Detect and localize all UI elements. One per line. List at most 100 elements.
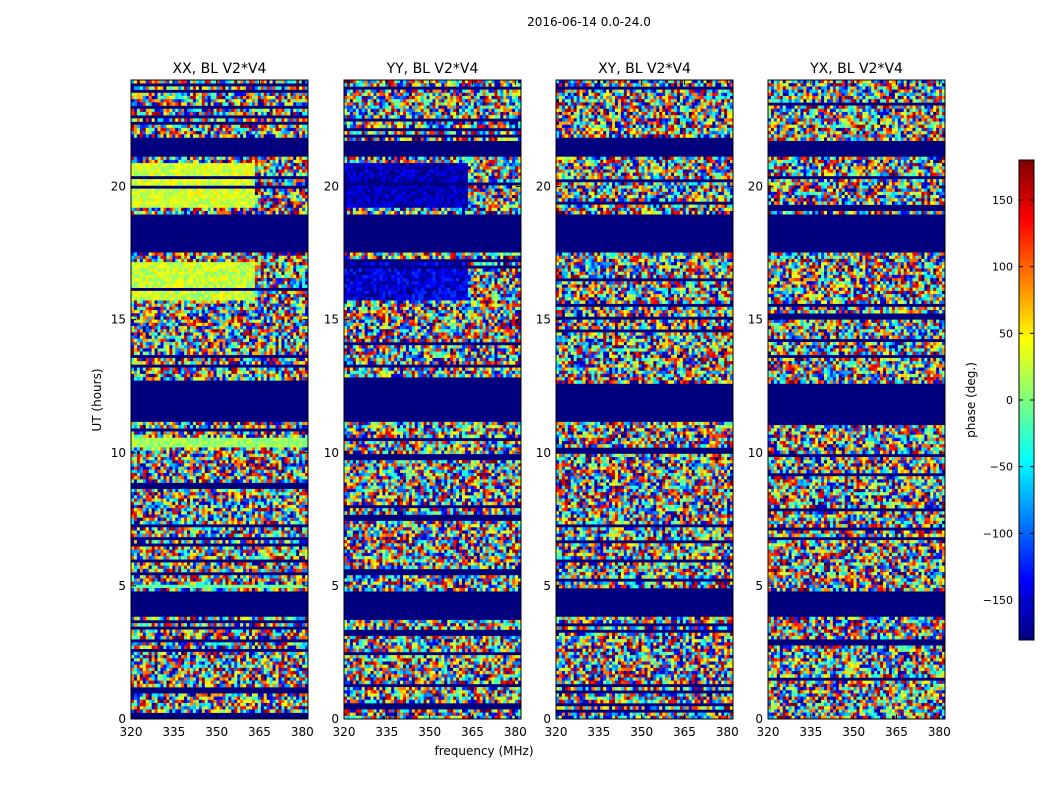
- heatmap-cell: [175, 441, 179, 445]
- heatmap-cell: [207, 124, 212, 129]
- heatmap-cell: [157, 195, 161, 199]
- heatmap-cell: [133, 102, 138, 106]
- heatmap-cell: [142, 332, 147, 336]
- heatmap-cell: [225, 265, 229, 269]
- heatmap-cell: [178, 319, 182, 324]
- heatmap-cell: [216, 447, 220, 451]
- heatmap-cell: [246, 472, 250, 477]
- heatmap-cell: [184, 163, 188, 167]
- heatmap-cell: [251, 450, 256, 455]
- heatmap-cell: [243, 271, 247, 276]
- heatmap-cell: [299, 102, 303, 106]
- heatmap-cell: [281, 463, 285, 467]
- heatmap-cell: [290, 450, 294, 455]
- heatmap-cell: [243, 297, 247, 301]
- heatmap-cell: [136, 131, 141, 135]
- heatmap-cell: [198, 207, 203, 212]
- heatmap-cell: [216, 463, 220, 467]
- heatmap-cell: [190, 252, 194, 257]
- heatmap-cell: [296, 262, 300, 266]
- heatmap-cell: [160, 182, 164, 186]
- heatmap-cell: [172, 297, 176, 301]
- heatmap-cell: [222, 348, 226, 352]
- heatmap-cell: [246, 466, 250, 471]
- heatmap-cell: [204, 95, 209, 100]
- heatmap-cell: [234, 345, 238, 349]
- heatmap-cell: [249, 370, 253, 375]
- heatmap-cell: [160, 102, 164, 106]
- heatmap-cell: [284, 463, 288, 467]
- heatmap-cell: [243, 258, 247, 263]
- heatmap-cell: [228, 124, 232, 129]
- heatmap-cell: [254, 431, 259, 435]
- heatmap-cell: [237, 204, 241, 209]
- heatmap-cell: [275, 370, 279, 375]
- heatmap-cell: [145, 434, 150, 439]
- heatmap-cell: [302, 201, 306, 205]
- heatmap-cell: [190, 444, 194, 448]
- heatmap-cell: [254, 211, 259, 215]
- heatmap-cell: [151, 284, 155, 288]
- heatmap-cell: [269, 441, 273, 445]
- heatmap-cell: [213, 124, 217, 129]
- heatmap-cell: [210, 319, 214, 324]
- heatmap-cell: [284, 294, 288, 298]
- heatmap-cell: [260, 447, 265, 451]
- heatmap-cell: [254, 195, 259, 199]
- heatmap-cell: [296, 444, 300, 448]
- heatmap-cell: [281, 169, 285, 173]
- heatmap-cell: [216, 127, 220, 132]
- heatmap-cell: [207, 310, 212, 314]
- heatmap-cell: [240, 469, 244, 474]
- heatmap-cell: [257, 300, 262, 304]
- heatmap-cell: [148, 434, 153, 439]
- heatmap-cell: [243, 348, 247, 352]
- heatmap-cell: [201, 211, 206, 215]
- heatmap-cell: [246, 159, 250, 164]
- heatmap-cell: [157, 102, 161, 106]
- heatmap-cell: [251, 262, 256, 266]
- heatmap-cell: [260, 99, 265, 103]
- heatmap-cell: [169, 134, 173, 138]
- heatmap-cell: [305, 466, 308, 471]
- heatmap-cell: [131, 195, 135, 199]
- heatmap-cell: [225, 86, 229, 90]
- heatmap-cell: [231, 265, 235, 269]
- heatmap-cell: [243, 201, 247, 205]
- heatmap-cell: [184, 460, 188, 464]
- heatmap-cell: [278, 421, 282, 426]
- heatmap-cell: [181, 274, 185, 279]
- heatmap-cell: [246, 265, 250, 269]
- heatmap-cell: [296, 332, 300, 336]
- heatmap-cell: [195, 124, 200, 129]
- heatmap-cell: [263, 460, 268, 464]
- heatmap-cell: [234, 271, 238, 276]
- heatmap-cell: [305, 425, 308, 429]
- heatmap-cell: [192, 303, 197, 308]
- heatmap-cell: [213, 326, 217, 330]
- heatmap-cell: [201, 444, 206, 448]
- heatmap-cell: [254, 341, 259, 346]
- heatmap-cell: [169, 172, 173, 177]
- heatmap-cell: [246, 201, 250, 205]
- heatmap-cell: [263, 351, 268, 356]
- heatmap-cell: [251, 255, 256, 260]
- heatmap-cell: [266, 271, 271, 276]
- heatmap-cell: [166, 450, 170, 455]
- heatmap-cell: [131, 268, 135, 272]
- heatmap-cell: [204, 265, 209, 269]
- heatmap-cell: [293, 441, 297, 445]
- heatmap-cell: [190, 179, 194, 183]
- heatmap-cell: [190, 472, 194, 477]
- heatmap-cell: [187, 303, 191, 308]
- heatmap-cell: [231, 281, 235, 285]
- heatmap-cell: [305, 182, 308, 186]
- heatmap-cell: [142, 163, 147, 167]
- heatmap-cell: [290, 332, 294, 336]
- heatmap-cell: [266, 159, 271, 164]
- heatmap-cell: [237, 335, 241, 340]
- heatmap-cell: [190, 127, 194, 132]
- heatmap-cell: [151, 99, 155, 103]
- heatmap-cell: [195, 367, 200, 372]
- heatmap-cell: [266, 290, 271, 295]
